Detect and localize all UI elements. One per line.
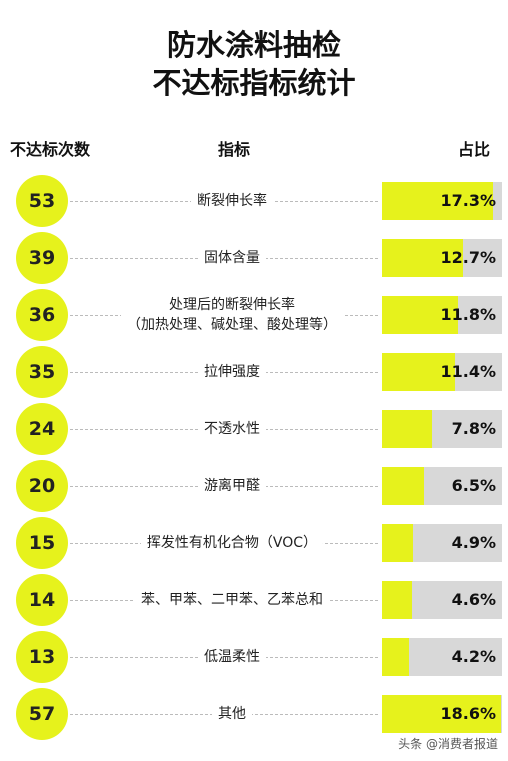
value-label: 18.6%: [440, 704, 496, 723]
bar: [382, 239, 464, 277]
category-label: 断裂伸长率: [191, 191, 273, 211]
bar: [382, 581, 412, 619]
count-badge: 57: [16, 688, 68, 740]
category-label: 挥发性有机化合物（VOC）: [140, 533, 324, 553]
count-badge: 24: [16, 403, 68, 455]
category-label: 低温柔性: [198, 647, 266, 667]
category-label: 其他: [212, 704, 252, 724]
value-label: 11.8%: [440, 305, 496, 324]
category-label: 游离甲醛: [198, 476, 266, 496]
footer: 头条 @消费者报道: [398, 737, 498, 751]
column-header: 不达标次数: [10, 140, 91, 159]
value-label: 4.2%: [451, 647, 496, 666]
category-label: 拉伸强度: [198, 362, 266, 382]
category-label: 不透水性: [198, 419, 266, 439]
count-badge: 14: [16, 574, 68, 626]
bar: [382, 638, 409, 676]
value-label: 6.5%: [451, 476, 496, 495]
bar: [382, 524, 414, 562]
count-badge: 20: [16, 460, 68, 512]
count-badge: 39: [16, 232, 68, 284]
title-line: 防水涂料抽检: [166, 28, 341, 62]
value-label: 12.7%: [440, 248, 496, 267]
bar: [382, 467, 424, 505]
count-badge: 13: [16, 631, 68, 683]
column-header: 指标: [218, 140, 251, 159]
value-label: 17.3%: [440, 191, 496, 210]
bar: [382, 296, 458, 334]
count-badge: 36: [16, 289, 68, 341]
bar: [382, 182, 494, 220]
bar: [382, 695, 502, 733]
bar: [382, 410, 433, 448]
count-badge: 35: [16, 346, 68, 398]
value-label: 11.4%: [440, 362, 496, 381]
column-header: 占比: [458, 140, 491, 159]
count-badge: 53: [16, 175, 68, 227]
category-label: 苯、甲苯、二甲苯、乙苯总和: [135, 590, 329, 610]
title-line: 不达标指标统计: [152, 66, 356, 100]
category-label: 固体含量: [198, 248, 266, 268]
value-label: 7.8%: [451, 419, 496, 438]
count-badge: 15: [16, 517, 68, 569]
bar: [382, 353, 456, 391]
value-label: 4.9%: [451, 533, 496, 552]
value-label: 4.6%: [451, 590, 496, 609]
category-label: 处理后的断裂伸长率 （加热处理、碱处理、酸处理等）: [121, 295, 343, 335]
